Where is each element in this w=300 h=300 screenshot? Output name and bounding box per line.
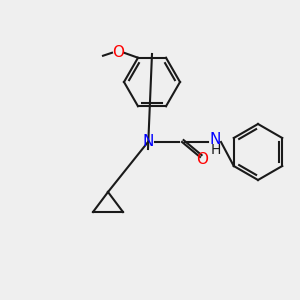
Text: O: O: [196, 152, 208, 166]
Text: H: H: [211, 143, 221, 157]
Text: N: N: [209, 133, 221, 148]
Text: O: O: [112, 45, 124, 60]
Text: N: N: [142, 134, 154, 149]
